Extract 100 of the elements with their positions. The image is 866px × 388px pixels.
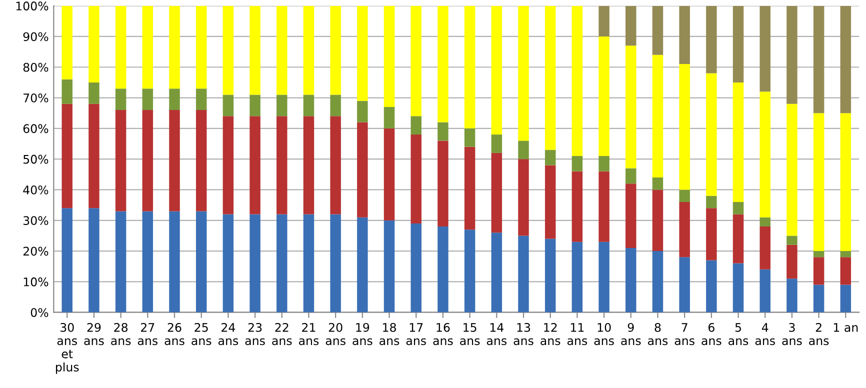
bar	[357, 6, 368, 101]
x-tick-label: 17 ans	[406, 323, 426, 346]
bar	[222, 116, 234, 214]
y-tick-label: 20%	[23, 246, 48, 256]
bar	[384, 106, 395, 128]
x-tick-label: 13 ans	[514, 322, 534, 346]
bar	[491, 6, 502, 135]
bar	[115, 110, 126, 212]
bar	[598, 6, 610, 36]
y-tick-label: 80%	[23, 62, 48, 72]
bar	[410, 116, 422, 135]
bar	[169, 6, 180, 89]
bar	[250, 116, 260, 214]
bar	[222, 94, 234, 116]
bar	[786, 236, 798, 245]
bar	[544, 6, 556, 150]
bar	[330, 6, 341, 95]
bar	[276, 116, 288, 214]
bar	[652, 6, 664, 55]
bar	[786, 244, 798, 279]
bar	[732, 6, 744, 82]
bar	[384, 128, 395, 220]
bar	[572, 156, 583, 172]
x-tick-label: 1 an	[834, 323, 858, 332]
x-tick-label: 23 ans	[245, 322, 265, 346]
bar	[303, 116, 314, 214]
bar	[115, 6, 126, 89]
bar	[732, 82, 744, 202]
bar	[88, 208, 100, 312]
x-tick-label: 20 ans	[326, 322, 346, 346]
bar	[786, 278, 798, 312]
bar	[706, 260, 717, 312]
bar	[572, 242, 583, 312]
y-tick-label: 60%	[23, 124, 48, 134]
bar	[464, 230, 476, 312]
x-tick-label: 25 ans	[192, 322, 212, 346]
bar	[652, 251, 664, 312]
y-tick-label: 40%	[23, 185, 48, 194]
x-tick-label: 8 ans	[648, 322, 668, 346]
bar	[491, 232, 502, 312]
bar	[115, 88, 126, 110]
bar	[491, 152, 502, 233]
bar	[813, 113, 824, 252]
bar	[357, 217, 368, 312]
bar	[652, 54, 664, 178]
bar	[760, 217, 770, 227]
bar	[706, 6, 717, 74]
bar	[706, 196, 717, 208]
bar	[357, 100, 368, 122]
bar	[626, 184, 636, 248]
x-tick-label: 16 ans	[433, 322, 453, 346]
bar	[330, 116, 341, 214]
bar	[626, 46, 636, 168]
bar	[410, 223, 422, 312]
bar	[142, 211, 154, 312]
x-tick-label: 24 ans	[218, 322, 238, 346]
bar	[760, 269, 770, 312]
bar	[464, 6, 476, 128]
bar	[491, 134, 502, 153]
bar	[840, 6, 852, 114]
x-tick-label: 7 ans	[674, 323, 694, 346]
x-tick-label: 21 ans	[299, 322, 319, 346]
bar	[652, 190, 664, 252]
bar	[196, 6, 207, 89]
y-tick-label: 90%	[23, 32, 48, 42]
x-tick-label: 22 ans	[272, 322, 292, 346]
bar	[518, 236, 529, 312]
bar	[706, 208, 717, 260]
y-tick-label: 100%	[16, 2, 48, 10]
bar	[384, 6, 395, 107]
bar	[786, 104, 798, 236]
bar	[222, 6, 234, 95]
bar	[544, 238, 556, 312]
bar	[464, 146, 476, 230]
x-tick-label: 10 ans	[594, 322, 614, 346]
bar	[303, 94, 314, 116]
bar	[62, 6, 72, 80]
bar	[786, 6, 798, 104]
bar	[303, 214, 314, 312]
bar	[384, 220, 395, 312]
bar	[598, 242, 610, 312]
x-tick-label: 6 ans	[702, 322, 722, 346]
bar	[840, 251, 852, 258]
bar	[626, 168, 636, 184]
x-tick-label: 14 ans	[486, 323, 507, 346]
bar	[679, 202, 690, 258]
x-tick-label: 27 ans	[138, 322, 158, 346]
bar	[840, 257, 852, 285]
y-tick-label: 50%	[24, 154, 48, 164]
bar	[679, 6, 690, 64]
bar	[760, 6, 770, 92]
bar	[813, 6, 824, 114]
bar	[572, 171, 583, 242]
bar	[276, 94, 288, 116]
x-tick-label: 19 ans	[352, 322, 372, 346]
y-tick-label: 30%	[23, 216, 48, 226]
bar	[732, 202, 744, 214]
x-tick-label: 5 ans	[728, 323, 748, 346]
bar	[438, 122, 448, 141]
bar	[196, 211, 207, 312]
